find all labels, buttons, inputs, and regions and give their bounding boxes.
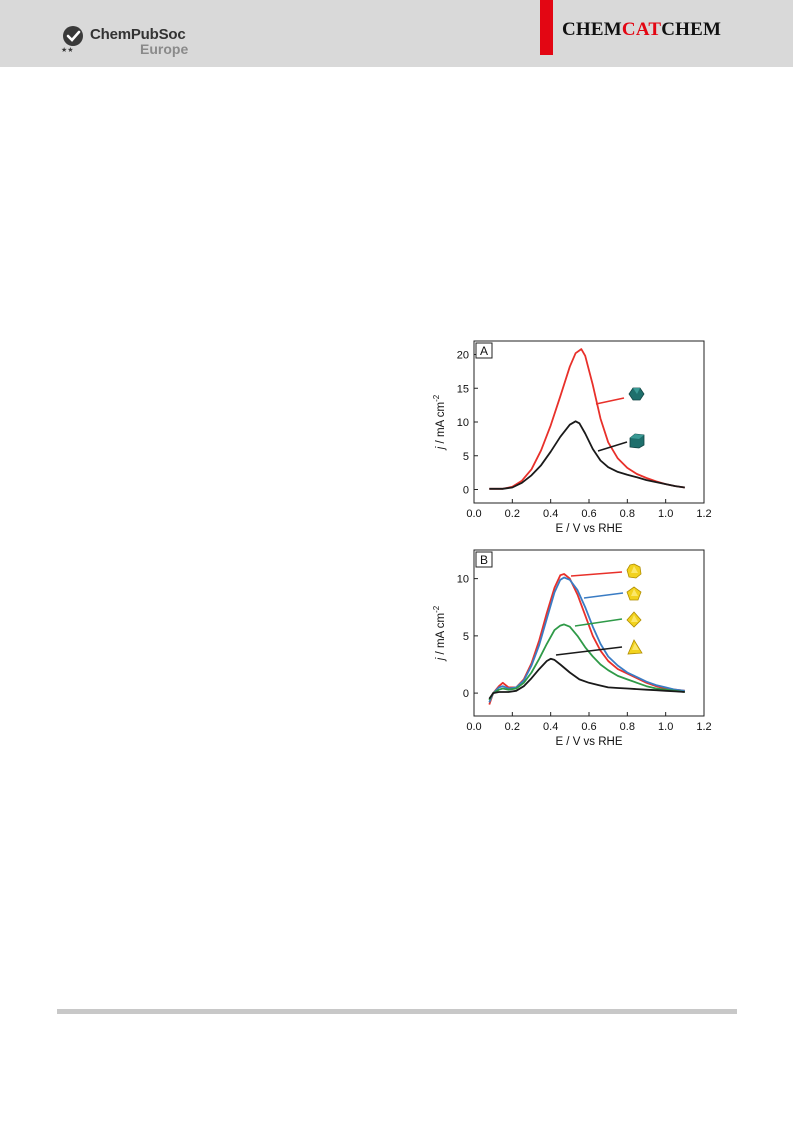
yellow-icosahedron-icon-facet — [631, 566, 638, 573]
teal-polyhedron-icon — [628, 387, 645, 401]
legend-leader-line-1 — [570, 571, 623, 577]
teal-cube-icon-facet — [630, 434, 644, 439]
yellow-dodecahedron-icon — [626, 586, 642, 601]
y-tick-label: 0 — [463, 485, 469, 497]
legend-leader-line-2 — [583, 592, 624, 599]
chempubsoc-logo: ★★ ChemPubSoc Europe — [60, 24, 200, 58]
series-line-2 — [489, 420, 685, 490]
teal-cube-icon — [629, 433, 645, 449]
x-tick-label: 0.2 — [505, 721, 520, 733]
journal-accent-bar — [540, 0, 553, 55]
legend-leader-line-1 — [595, 397, 625, 405]
y-tick-label: 10 — [457, 574, 469, 586]
series-line-2 — [488, 576, 685, 703]
x-tick-label: 1.0 — [658, 508, 673, 520]
figure-voltammograms: 0.0 0.2 0.4 0.6 0.8 1.0 1.2 0 5 10 15 20 E / V vs RH… — [432, 340, 712, 748]
x-tick-label: 0.8 — [620, 508, 635, 520]
x-tick-label: 1.0 — [658, 721, 673, 733]
teal-polyhedron-icon-facet — [633, 388, 640, 394]
y-axis-label-symbol: j — [435, 446, 447, 451]
x-tick-label: 0.6 — [581, 508, 596, 520]
x-tick-label: 0.0 — [466, 721, 481, 733]
legend-leader-line-2 — [597, 441, 628, 452]
footer-rule — [57, 1009, 737, 1014]
y-axis-label-unit: / mA cm — [435, 613, 447, 658]
y-axis-label: j / mA cm-2 — [432, 605, 447, 662]
series-line-3 — [488, 623, 685, 701]
svg-text:★★: ★★ — [61, 46, 74, 54]
y-axis-label-exponent: -2 — [432, 394, 441, 402]
journal-name: CHEMCATCHEM — [562, 19, 721, 41]
y-axis-label: j / mA cm-2 — [432, 394, 447, 451]
y-tick-label: 5 — [463, 631, 469, 643]
x-axis-label: E / V vs RHE — [555, 736, 622, 748]
x-axis-label: E / V vs RHE — [555, 523, 622, 535]
journal-name-part3: CHEM — [661, 19, 722, 40]
y-axis-label-unit: / mA cm — [435, 402, 447, 447]
panel-label: B — [480, 553, 488, 567]
y-axis-label-symbol: j — [435, 657, 447, 662]
panel-label: A — [480, 344, 488, 358]
journal-name-part1: CHEM — [562, 19, 622, 40]
x-tick-label: 1.2 — [696, 508, 711, 520]
chart-panel-b: 0.0 0.2 0.4 0.6 0.8 1.0 1.2 0 5 10 E / V vs RHE j /… — [432, 549, 712, 748]
yellow-octahedron-icon — [626, 611, 642, 628]
y-tick-label: 15 — [457, 383, 469, 395]
panel-label-box — [475, 342, 493, 359]
y-tick-label: 10 — [457, 417, 469, 429]
yellow-tetrahedron-icon-facet — [632, 643, 639, 650]
publisher-name: ChemPubSoc — [90, 26, 186, 43]
series-line-4 — [488, 657, 685, 700]
yellow-tetrahedron-icon — [627, 639, 643, 655]
journal-name-part2: CAT — [621, 19, 662, 40]
chart-panel-a: 0.0 0.2 0.4 0.6 0.8 1.0 1.2 0 5 10 15 20 E / V vs RH… — [432, 340, 712, 535]
x-tick-label: 0.8 — [620, 721, 635, 733]
series-line-1 — [489, 348, 685, 490]
x-tick-label: 0.6 — [581, 721, 596, 733]
plot-frame — [473, 340, 705, 504]
yellow-octahedron-icon-facet — [631, 615, 638, 622]
legend-leader-line-3 — [574, 618, 623, 627]
yellow-dodecahedron-icon-facet — [631, 589, 638, 596]
y-tick-label: 5 — [463, 451, 469, 463]
legend-leader-line-4 — [555, 646, 623, 656]
panel-label-box — [475, 551, 493, 568]
x-tick-label: 0.4 — [543, 721, 558, 733]
y-axis-label-exponent: -2 — [432, 605, 441, 613]
chempubsoc-emblem-icon: ★★ — [61, 26, 83, 54]
y-tick-label: 20 — [457, 350, 469, 362]
x-tick-label: 0.0 — [466, 508, 481, 520]
x-tick-label: 0.2 — [505, 508, 520, 520]
yellow-icosahedron-icon — [626, 563, 642, 579]
x-tick-label: 0.4 — [543, 508, 558, 520]
page-header: ★★ ChemPubSoc Europe CHEMCATCHEM — [0, 0, 793, 67]
y-tick-label: 0 — [463, 688, 469, 700]
publisher-region: Europe — [140, 41, 189, 57]
x-tick-label: 1.2 — [696, 721, 711, 733]
